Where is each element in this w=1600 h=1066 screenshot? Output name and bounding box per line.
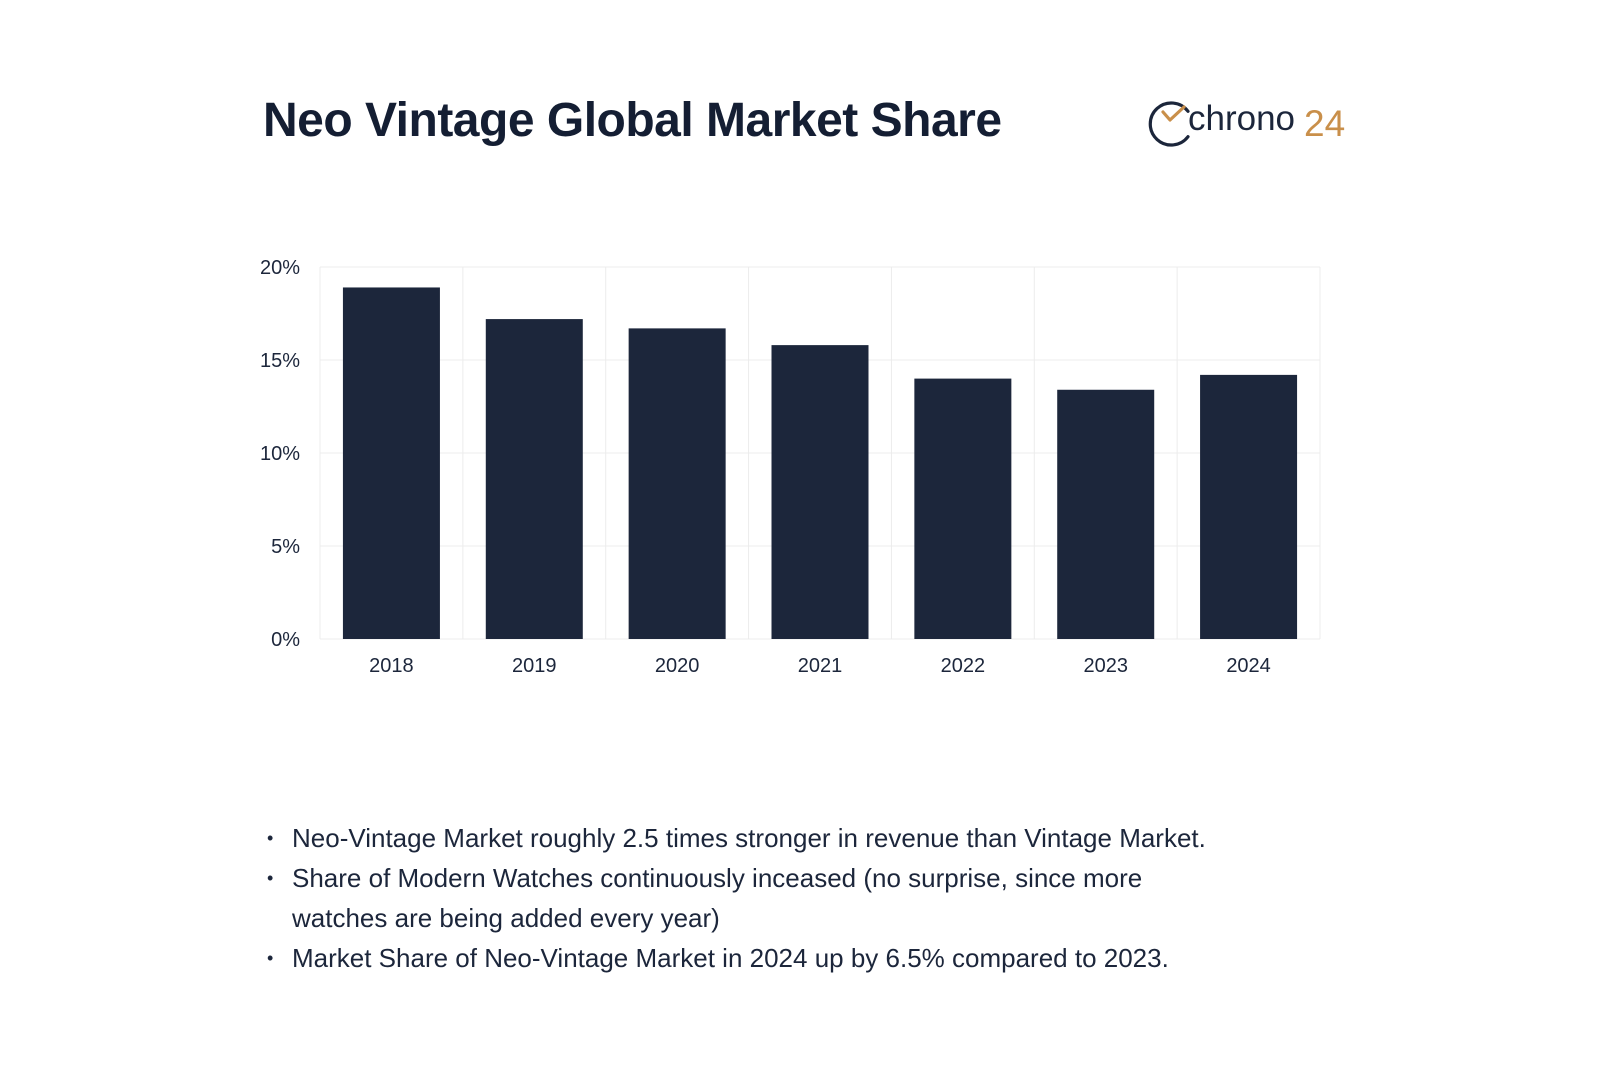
bar-2024 — [1200, 374, 1298, 639]
clock-check-icon: chrono 24 — [1148, 99, 1345, 147]
note-text: Share of Modern Watches continuously inc… — [292, 863, 1143, 933]
page-title: Neo Vintage Global Market Share — [263, 94, 1002, 147]
y-tick-label: 0% — [271, 629, 300, 651]
note-text: Neo-Vintage Market roughly 2.5 times str… — [292, 823, 1206, 853]
bar-2020 — [628, 328, 726, 639]
x-tick-label: 2019 — [512, 655, 557, 677]
list-item: • Share of Modern Watches continuously i… — [263, 858, 1363, 938]
bar-2023 — [1057, 389, 1155, 639]
x-tick-label: 2022 — [941, 655, 986, 677]
logo-wordmark: chrono — [1188, 99, 1295, 138]
list-item: • Market Share of Neo-Vintage Market in … — [263, 938, 1363, 978]
bullet-icon: • — [267, 948, 274, 968]
y-tick-label: 20% — [260, 257, 300, 279]
x-tick-label: 2020 — [655, 655, 700, 677]
bar-2019 — [485, 319, 583, 639]
note-text: Market Share of Neo-Vintage Market in 20… — [292, 943, 1169, 973]
bar-2022 — [914, 378, 1012, 639]
y-tick-label: 15% — [260, 350, 300, 372]
x-tick-label: 2021 — [798, 655, 843, 677]
logo-number: 24 — [1304, 103, 1345, 144]
y-tick-label: 5% — [271, 536, 300, 558]
bullet-icon: • — [267, 868, 274, 888]
bar-2021 — [771, 345, 869, 639]
chrono24-logo: chrono 24 — [1148, 94, 1354, 154]
x-tick-label: 2024 — [1226, 655, 1271, 677]
list-item: • Neo-Vintage Market roughly 2.5 times s… — [263, 818, 1363, 858]
x-tick-label: 2018 — [369, 655, 414, 677]
market-share-bar-chart: 0% 5% 10% 15% 20% 2018 2019 2020 2021 2022 2023 202… — [260, 257, 1321, 677]
bar-2018 — [342, 287, 440, 639]
y-tick-label: 10% — [260, 443, 300, 465]
notes-list: • Neo-Vintage Market roughly 2.5 times s… — [263, 818, 1363, 978]
x-tick-label: 2023 — [1083, 655, 1128, 677]
bullet-icon: • — [267, 828, 274, 848]
